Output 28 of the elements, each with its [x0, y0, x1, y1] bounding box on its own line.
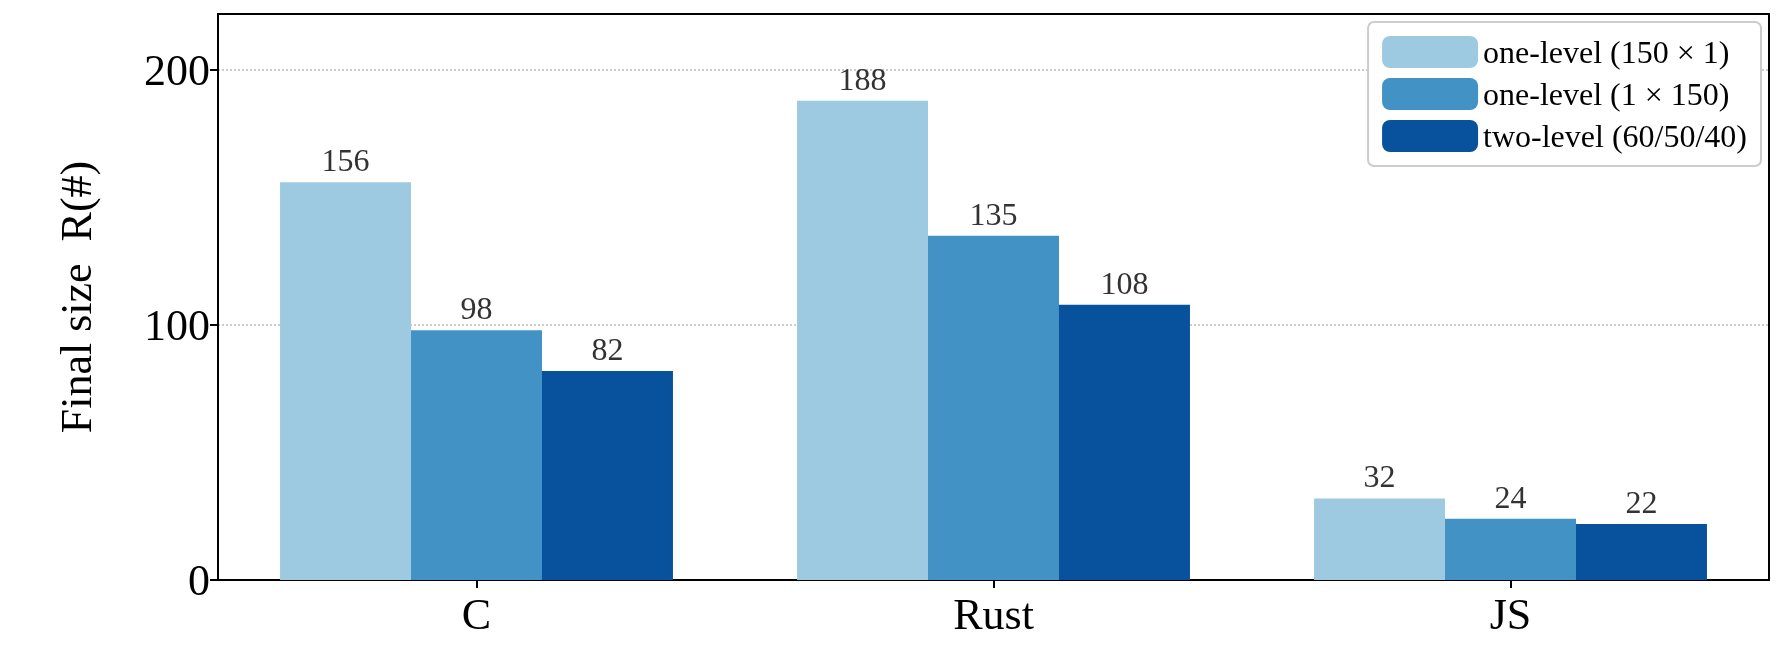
x-tick-label: C — [461, 589, 492, 639]
legend-label: one-level (1 × 150) — [1483, 76, 1730, 112]
data-label: 22 — [1625, 483, 1658, 520]
legend-label: one-level (150 × 1) — [1483, 34, 1730, 70]
y-tick-label: 100 — [144, 300, 210, 350]
bar — [1314, 498, 1446, 580]
bar — [928, 235, 1059, 580]
data-label: 108 — [1100, 264, 1149, 301]
data-label: 188 — [838, 60, 887, 97]
x-tick-label: JS — [1489, 589, 1532, 639]
data-label: 135 — [969, 195, 1018, 232]
bar — [1445, 518, 1576, 580]
bar — [797, 100, 929, 580]
y-tick-label: 200 — [144, 45, 210, 95]
bar — [280, 182, 412, 580]
x-tick-label: Rust — [953, 589, 1034, 639]
data-label: 24 — [1494, 478, 1527, 515]
data-label: 82 — [591, 330, 624, 367]
y-axis-title: Final size R(#) — [51, 160, 101, 434]
bar — [411, 330, 542, 580]
bar — [1058, 304, 1190, 580]
bar — [1575, 523, 1707, 580]
data-label: 98 — [460, 290, 493, 327]
data-label: 156 — [321, 142, 370, 179]
bar — [541, 370, 673, 580]
y-tick-label: 0 — [188, 555, 210, 605]
legend-label: two-level (60/50/40) — [1483, 118, 1747, 154]
data-label: 32 — [1363, 458, 1396, 495]
